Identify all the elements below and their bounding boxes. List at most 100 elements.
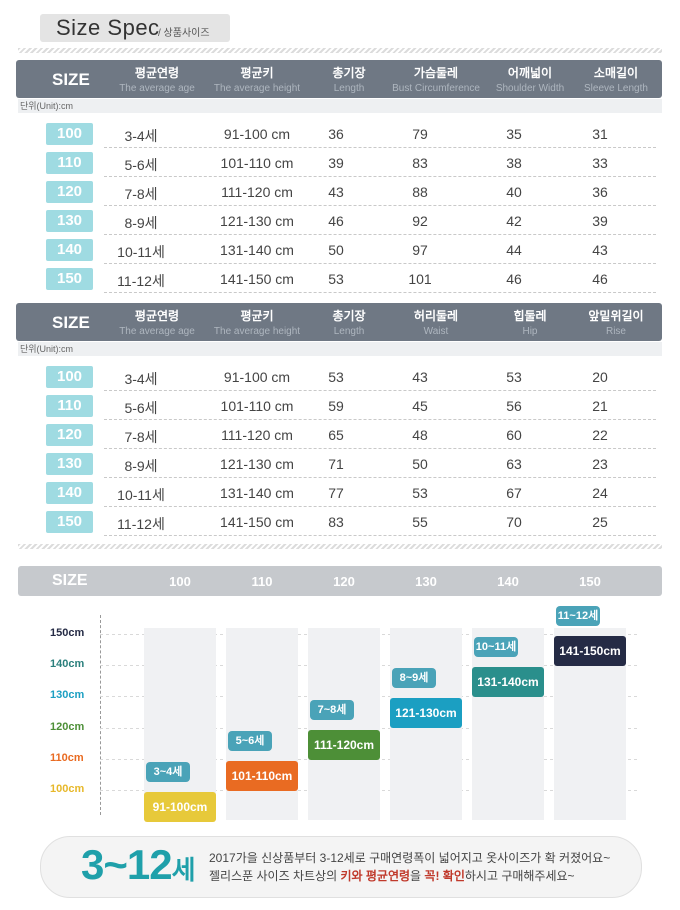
size-header-label: SIZE: [52, 313, 90, 332]
age-cell: 3-4세: [124, 371, 158, 387]
value-cell: 60: [506, 427, 522, 443]
height-cell: 91-100 cm: [223, 369, 291, 385]
age-cell: 5-6세: [124, 157, 158, 173]
value-cell: 39: [328, 155, 344, 171]
size-badge: 120: [46, 181, 93, 203]
title-tab: [40, 14, 230, 42]
value-cell: 46: [328, 213, 344, 229]
height-range-bar: 111-120cm: [308, 729, 380, 760]
value-cell: 36: [328, 126, 344, 142]
table-row: 150 11-12세 141-150 cm 53 101 46 46: [16, 264, 656, 293]
row-divider: [104, 205, 656, 206]
value-cell: 46: [506, 271, 522, 287]
table-row: 120 7-8세 111-120 cm 65 48 60 22: [16, 420, 656, 449]
col-avg-height: 평균키 The average height: [213, 66, 301, 94]
value-cell: 20: [592, 369, 608, 385]
table-row: 140 10-11세 131-140 cm 77 53 67 24: [16, 478, 656, 507]
value-cell: 21: [592, 398, 608, 414]
value-cell: 22: [592, 427, 608, 443]
value-cell: 43: [592, 242, 608, 258]
height-range-bar: 141-150cm: [554, 636, 626, 666]
value-cell: 40: [506, 184, 522, 200]
age-bubble: 10~11세: [474, 637, 518, 658]
height-cell: 101-110 cm: [220, 155, 294, 171]
col-rise: 앞밑위길이 Rise: [588, 309, 644, 337]
value-cell: 56: [506, 398, 522, 414]
value-cell: 83: [328, 514, 344, 530]
col-length: 총기장 Length: [332, 66, 366, 94]
size-badge: 130: [46, 453, 93, 475]
height-cell: 141-150 cm: [220, 271, 294, 287]
value-cell: 53: [412, 485, 428, 501]
value-cell: 31: [592, 126, 608, 142]
age-bubble: 8~9세: [392, 668, 436, 689]
size-badge: 100: [46, 366, 93, 388]
value-cell: 25: [592, 514, 608, 530]
chart-category-label: 150: [579, 574, 601, 589]
value-cell: 42: [506, 213, 522, 229]
value-cell: 39: [592, 213, 608, 229]
footer-line-1: 2017가을 신상품부터 3-12세로 구매연령폭이 넓어지고 옷사이즈가 확 …: [209, 851, 611, 865]
height-range-bar: 91-100cm: [144, 792, 216, 822]
size-badge: 150: [46, 268, 93, 290]
height-cell: 111-120 cm: [221, 427, 293, 443]
y-tick-label: 110cm: [50, 751, 84, 764]
value-cell: 79: [412, 126, 428, 142]
table-row: 130 8-9세 121-130 cm 71 50 63 23: [16, 449, 656, 478]
chart-column-bg: [472, 628, 544, 820]
y-tick-label: 150cm: [50, 627, 85, 639]
age-bubble: 3~4세: [146, 762, 190, 782]
height-cell: 111-120 cm: [221, 184, 293, 200]
table-row: 130 8-9세 121-130 cm 46 92 42 39: [16, 206, 656, 235]
col-avg-height: 평균키 The average height: [213, 309, 301, 337]
col-bust: 가슴둘레 Bust Circumference: [392, 66, 480, 94]
age-cell: 8-9세: [124, 215, 158, 231]
table-row: 150 11-12세 141-150 cm 83 55 70 25: [16, 507, 656, 536]
size-badge: 140: [46, 239, 93, 261]
value-cell: 77: [328, 485, 344, 501]
col-hip: 힙둘레 Hip: [513, 309, 547, 337]
chart-category-label: 120: [333, 574, 355, 589]
value-cell: 38: [506, 155, 522, 171]
col-sleeve: 소매길이 Sleeve Length: [584, 66, 648, 94]
chart-category-label: 100: [169, 574, 191, 589]
value-cell: 92: [412, 213, 428, 229]
chart-header: SIZE 100 110 120 130 140 150: [18, 566, 662, 596]
value-cell: 43: [412, 369, 428, 385]
page-subtitle: / 상품사이즈: [158, 28, 210, 39]
chart-column-bg: [308, 628, 380, 820]
age-bubble: 7~8세: [310, 699, 354, 720]
col-length: 총기장 Length: [332, 309, 366, 337]
value-cell: 53: [328, 369, 344, 385]
age-bubble: 5~6세: [228, 730, 272, 751]
divider: [18, 544, 662, 549]
size-badge: 150: [46, 511, 93, 533]
value-cell: 24: [592, 485, 608, 501]
col-avg-age: 평균연령 The average age: [119, 66, 195, 94]
size-badge: 120: [46, 424, 93, 446]
size-badge: 100: [46, 123, 93, 145]
size-header-label: SIZE: [52, 70, 90, 89]
value-cell: 71: [328, 456, 344, 472]
row-divider: [104, 477, 656, 478]
size-badge: 140: [46, 482, 93, 504]
value-cell: 65: [328, 427, 344, 443]
value-cell: 70: [506, 514, 522, 530]
chart-column-bg: [144, 628, 216, 820]
table-row: 100 3-4세 91-100 cm 53 43 53 20: [16, 362, 656, 391]
height-cell: 91-100 cm: [223, 126, 291, 142]
y-tick-label: 130cm: [50, 689, 85, 702]
divider: [18, 48, 662, 53]
height-cell: 101-110 cm: [220, 398, 294, 414]
col-waist: 허리둘레 Waist: [413, 309, 459, 337]
value-cell: 83: [412, 155, 428, 171]
height-cell: 131-140 cm: [220, 242, 294, 258]
value-cell: 50: [412, 456, 428, 472]
age-cell: 11-12세: [117, 516, 165, 532]
size-badge: 110: [46, 152, 93, 174]
table-row: 140 10-11세 131-140 cm 50 97 44 43: [16, 235, 656, 264]
bottom-spec-header: SIZE 평균연령 The average age 평균키 The average …: [16, 303, 662, 341]
value-cell: 59: [328, 398, 344, 414]
chart-category-label: 130: [415, 574, 437, 589]
row-divider: [104, 506, 656, 507]
